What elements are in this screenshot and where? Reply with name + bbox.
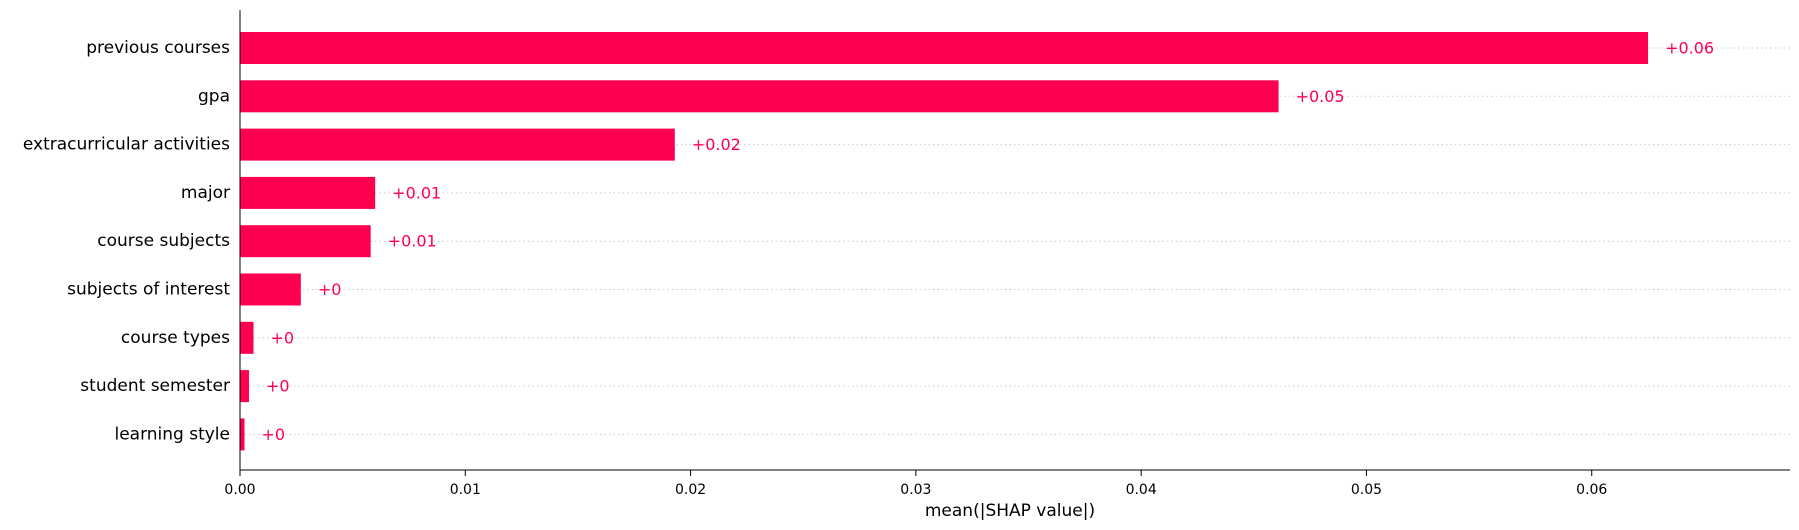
x-tick-label: 0.00 [224, 482, 255, 498]
category-label: course subjects [97, 231, 230, 251]
category-label: course types [121, 328, 230, 348]
category-label: learning style [114, 424, 230, 444]
value-labels: +0.06 +0.05 +0.02 +0.01 +0.01 +0 +0 +0 +0 [262, 39, 1715, 444]
x-tick-label: 0.06 [1576, 482, 1607, 498]
value-label: +0.02 [692, 135, 741, 154]
category-label: extracurricular activities [23, 135, 230, 155]
value-label: +0 [318, 280, 342, 299]
bar-course-subjects [240, 225, 371, 258]
bar-student-semester [240, 370, 250, 403]
category-labels: previous courses gpa extracurricular activ… [23, 38, 230, 444]
bar-extracurricular-activities [240, 128, 675, 161]
x-tick-label: 0.03 [900, 482, 931, 498]
category-label: gpa [198, 86, 230, 106]
bar-learning-style [240, 418, 245, 451]
x-tick-label: 0.02 [675, 482, 706, 498]
bar-previous-courses [240, 32, 1649, 64]
x-tick-label: 0.01 [450, 482, 481, 498]
value-label: +0 [262, 425, 286, 444]
bar-course-types [240, 321, 254, 354]
x-axis-title: mean(|SHAP value|) [925, 501, 1095, 521]
bar-subjects-of-interest [240, 273, 301, 306]
bar-major [240, 176, 376, 209]
x-ticks: 0.00 0.01 0.02 0.03 0.04 0.05 0.06 [224, 470, 1607, 498]
value-label: +0 [271, 328, 295, 347]
value-label: +0.01 [392, 183, 441, 202]
value-label: +0.05 [1296, 87, 1345, 106]
value-label: +0 [266, 377, 290, 396]
value-label: +0.06 [1665, 39, 1714, 58]
bars [240, 32, 1649, 451]
x-tick-label: 0.04 [1126, 482, 1157, 498]
category-label: major [181, 183, 230, 203]
value-label: +0.01 [388, 232, 437, 251]
category-label: previous courses [86, 38, 230, 58]
category-label: student semester [80, 376, 230, 396]
x-tick-label: 0.05 [1351, 482, 1382, 498]
category-label: subjects of interest [67, 280, 230, 300]
bar-gpa [240, 80, 1279, 113]
